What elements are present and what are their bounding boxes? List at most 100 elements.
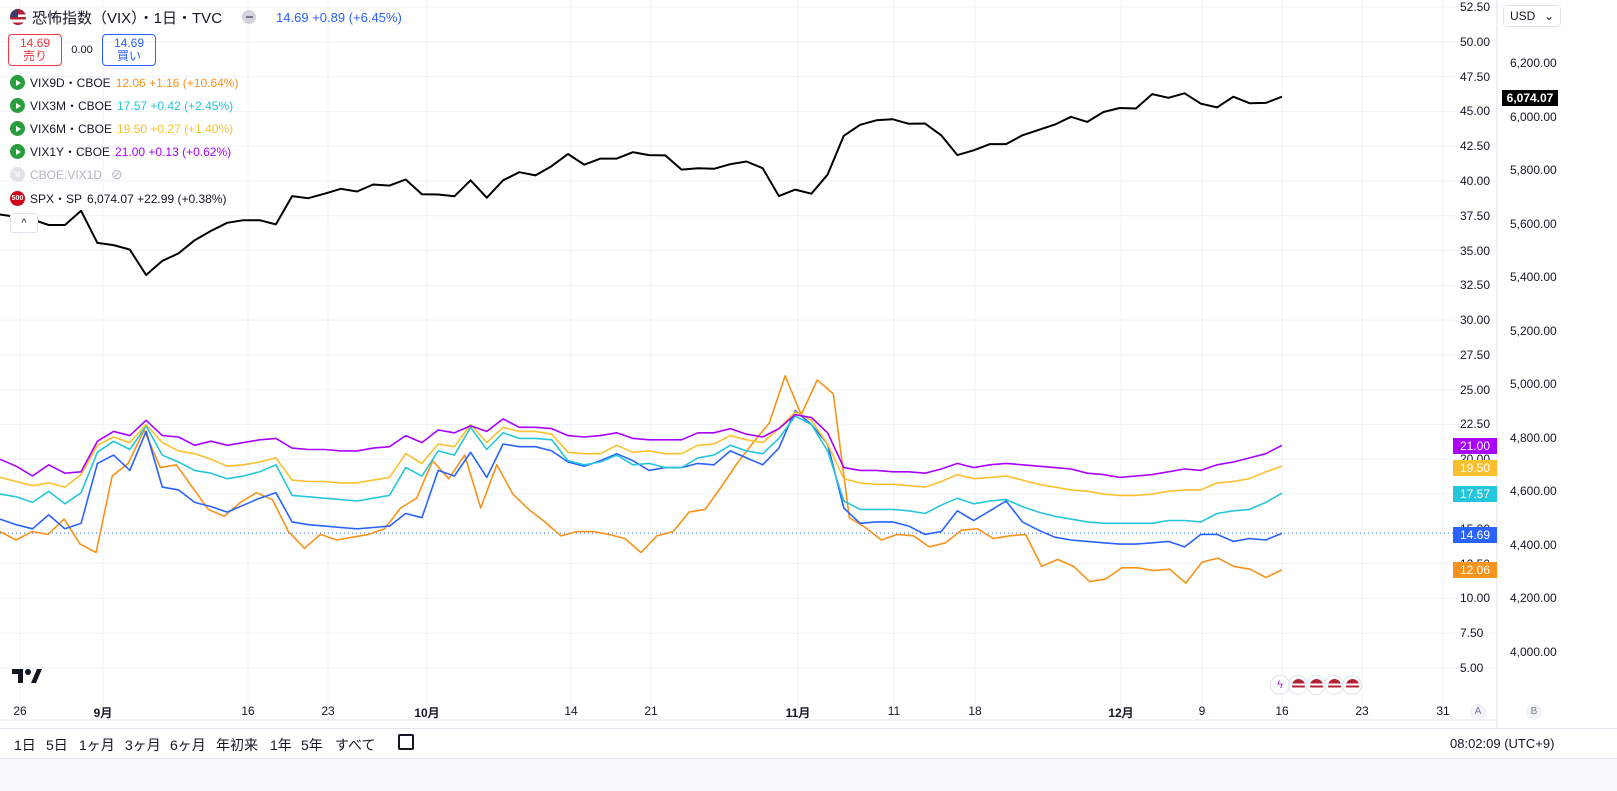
- time-axis-tick: 23: [321, 704, 335, 718]
- right-axis-tick: 5,600.00: [1510, 216, 1557, 231]
- legend-vix6m[interactable]: VIX6M・CBOE 19.50 +0.27 (+1.40%): [10, 120, 233, 137]
- currency-select[interactable]: USD ⌄: [1503, 5, 1561, 27]
- series-line-vix[interactable]: [0, 409, 1283, 548]
- collapse-legend-button[interactable]: ^: [10, 213, 38, 233]
- legend-value: 6,074.07 +22.99 (+0.38%): [87, 191, 227, 206]
- time-axis-tick: 21: [644, 704, 658, 718]
- legend-vix1y[interactable]: VIX1Y・CBOE 21.00 +0.13 (+0.62%): [10, 143, 231, 160]
- left-axis-tick: 10.00: [1460, 591, 1491, 606]
- time-axis-tick: 10月: [414, 706, 440, 720]
- time-axis-tick: 11月: [785, 706, 811, 720]
- time-axis-tick: 16: [241, 704, 255, 718]
- left-axis-tick: 22.50: [1460, 417, 1491, 432]
- spx-price-label: 6,074.07: [1502, 90, 1558, 106]
- series-line-vix9d-cboe[interactable]: [0, 374, 1283, 584]
- left-axis-tick: 30.00: [1460, 313, 1491, 328]
- vix6m-price-label: 19.50: [1453, 460, 1497, 476]
- auto-scale-button[interactable]: A: [1470, 704, 1486, 720]
- v-icon: V: [10, 167, 25, 182]
- time-axis-tick: 18: [968, 704, 982, 718]
- legend-vix3m[interactable]: VIX3M・CBOE 17.57 +0.42 (+2.45%): [10, 97, 233, 114]
- right-axis-tick: 4,600.00: [1510, 484, 1557, 499]
- hidden-eye-icon[interactable]: ⊘: [111, 166, 123, 182]
- clock: 08:02:09 (UTC+9): [1450, 736, 1555, 751]
- buy-button[interactable]: 14.69 買い: [102, 34, 156, 66]
- buy-label: 買い: [116, 49, 141, 63]
- sell-button[interactable]: 14.69 売り: [8, 34, 62, 66]
- timeframe-button[interactable]: 5日: [46, 737, 68, 753]
- timeframe-button[interactable]: 1ヶ月: [79, 737, 115, 753]
- timeframe-button[interactable]: 1日: [14, 737, 36, 753]
- timeframe-button[interactable]: 5年: [301, 737, 323, 753]
- legend-vix1d[interactable]: V CBOE:VIX1D ⊘: [10, 166, 123, 183]
- vix9d-price-label: 12.06: [1453, 562, 1497, 578]
- timeframe-button[interactable]: 1年: [270, 737, 292, 753]
- us-flag-event-icon[interactable]: [1288, 675, 1308, 695]
- series-line-vix6m-cboe[interactable]: [0, 411, 1283, 497]
- symbol-title[interactable]: 恐怖指数（VIX）・1日・TVC: [32, 9, 223, 27]
- right-axis-tick: 5,200.00: [1510, 323, 1557, 338]
- right-axis-tick: 4,000.00: [1510, 645, 1557, 659]
- symbol-quote: 14.69 +0.89 (+6.45%): [276, 9, 402, 25]
- us-flag-event-icon[interactable]: [1306, 675, 1326, 695]
- left-axis-tick: 45.00: [1460, 104, 1491, 119]
- play-icon: [10, 98, 25, 113]
- legend-name: VIX1Y・CBOE: [30, 145, 111, 159]
- trade-panel: 14.69 売り 0.00 14.69 買い: [8, 34, 156, 66]
- vix1y-price-label: 21.00: [1453, 438, 1497, 454]
- time-axis-tick: 23: [1355, 704, 1369, 718]
- right-axis-tick: 5,000.00: [1510, 377, 1557, 392]
- left-axis-tick: 40.00: [1460, 173, 1491, 188]
- currency-label: USD: [1510, 9, 1536, 23]
- left-axis-tick: 52.50: [1460, 0, 1491, 14]
- left-axis-tick: 50.00: [1460, 34, 1491, 49]
- series-group: [0, 92, 1283, 584]
- left-axis-tick: 42.50: [1460, 139, 1491, 154]
- time-axis-tick: 14: [564, 704, 578, 718]
- sell-label: 売り: [22, 49, 47, 63]
- scale-b-button[interactable]: B: [1526, 704, 1542, 720]
- timeframe-button[interactable]: 3ヶ月: [125, 737, 161, 753]
- us-flag-event-icon[interactable]: [1324, 675, 1344, 695]
- timeframe-button[interactable]: すべて: [335, 737, 376, 753]
- time-axis-tick: 16: [1275, 704, 1289, 718]
- lightning-icon[interactable]: ϟ: [1270, 675, 1290, 695]
- legend-vix9d[interactable]: VIX9D・CBOE 12.06 +1.16 (+10.64%): [10, 74, 238, 91]
- right-axis-tick: 5,800.00: [1510, 163, 1557, 178]
- legend-value: 17.57 +0.42 (+2.45%): [117, 98, 234, 113]
- collapse-header-icon[interactable]: [242, 10, 257, 24]
- bottom-toolbar: [0, 728, 1617, 759]
- tradingview-logo: [12, 668, 42, 689]
- right-axis-tick: 5,400.00: [1510, 270, 1557, 285]
- chevron-down-icon: ⌄: [1543, 9, 1554, 23]
- us-flag-event-icon[interactable]: [1342, 675, 1362, 695]
- timeframe-button[interactable]: 6ヶ月: [170, 737, 206, 753]
- symbol-header[interactable]: 恐怖指数（VIX）・1日・TVC 14.69 +0.89 (+6.45%): [10, 6, 402, 28]
- time-axis-tick: 11: [887, 704, 901, 718]
- legend-value: 21.00 +0.13 (+0.62%): [115, 144, 232, 159]
- price-chart[interactable]: [0, 0, 1617, 728]
- legend-spx[interactable]: 500 SPX・SP 6,074.07 +22.99 (+0.38%): [10, 190, 226, 207]
- left-axis-tick: 27.50: [1460, 347, 1491, 362]
- play-icon: [10, 75, 25, 90]
- series-line-vix1y-cboe[interactable]: [0, 413, 1283, 479]
- play-icon: [10, 144, 25, 159]
- timeframe-button[interactable]: 年初来: [216, 737, 258, 753]
- legend-name: CBOE:VIX1D: [30, 167, 103, 182]
- left-axis-tick: 25.00: [1460, 382, 1491, 397]
- series-line-vix3m-cboe[interactable]: [0, 415, 1283, 525]
- left-axis-tick: 47.50: [1460, 69, 1491, 84]
- legend-name: SPX・SP: [30, 192, 83, 206]
- buy-price: 14.69: [113, 36, 145, 50]
- left-axis-tick: 7.50: [1460, 626, 1484, 641]
- left-axis-tick: 5.00: [1460, 661, 1484, 675]
- legend-name: VIX3M・CBOE: [30, 99, 113, 113]
- legend-name: VIX9D・CBOE: [30, 76, 111, 90]
- time-axis-tick: 26: [13, 704, 27, 718]
- time-axis-tick: 12月: [1108, 706, 1134, 720]
- calendar-icon[interactable]: [398, 734, 414, 750]
- sell-price: 14.69: [19, 36, 51, 50]
- series-line-spx-sp[interactable]: [0, 92, 1283, 276]
- right-axis-tick: 6,000.00: [1510, 109, 1557, 124]
- us-flag-icon: [10, 9, 26, 25]
